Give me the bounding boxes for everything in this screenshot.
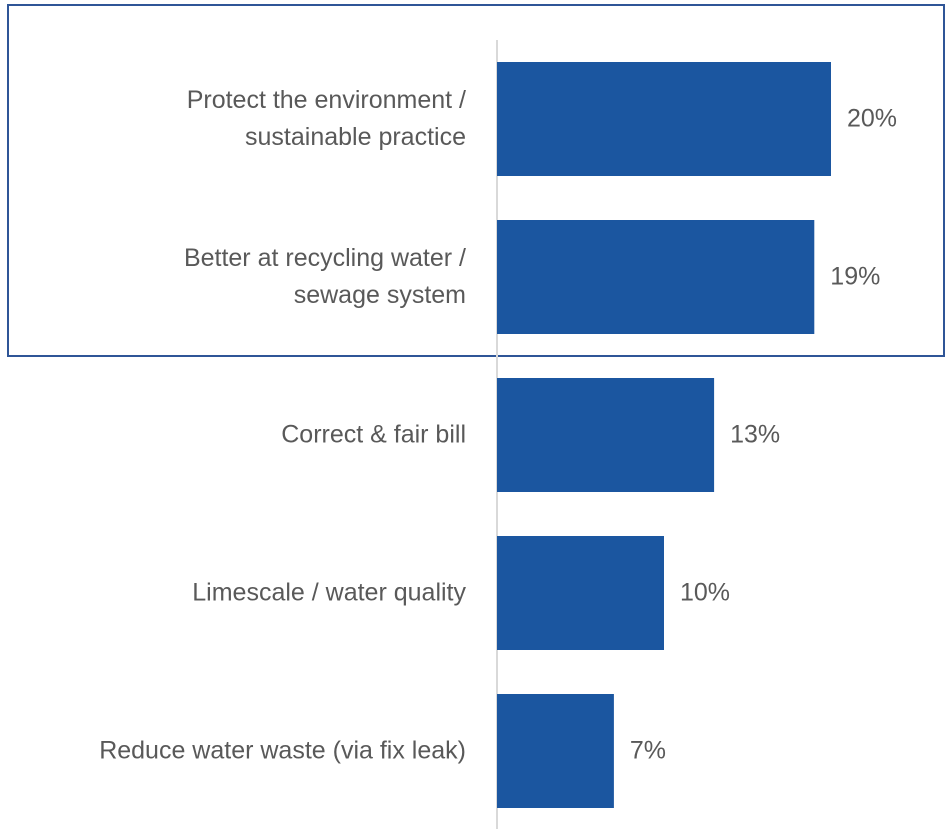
category-label: Correct & fair bill	[281, 420, 466, 449]
category-label: Reduce water waste (via fix leak)	[99, 736, 466, 765]
highlight-box	[7, 4, 945, 357]
bar	[497, 62, 831, 176]
bar	[497, 536, 664, 650]
value-label: 20%	[847, 104, 898, 133]
value-label: 19%	[830, 262, 881, 291]
bar	[497, 220, 815, 334]
value-label: 7%	[629, 736, 667, 765]
category-label: Better at recycling water / sewage syste…	[183, 244, 466, 309]
category-label: Limescale / water quality	[192, 578, 466, 607]
value-label: 13%	[730, 420, 781, 449]
category-label: Protect the environment / sustainable pr…	[186, 86, 466, 151]
value-label: 10%	[680, 578, 731, 607]
bar	[497, 694, 614, 808]
bar	[497, 378, 715, 492]
